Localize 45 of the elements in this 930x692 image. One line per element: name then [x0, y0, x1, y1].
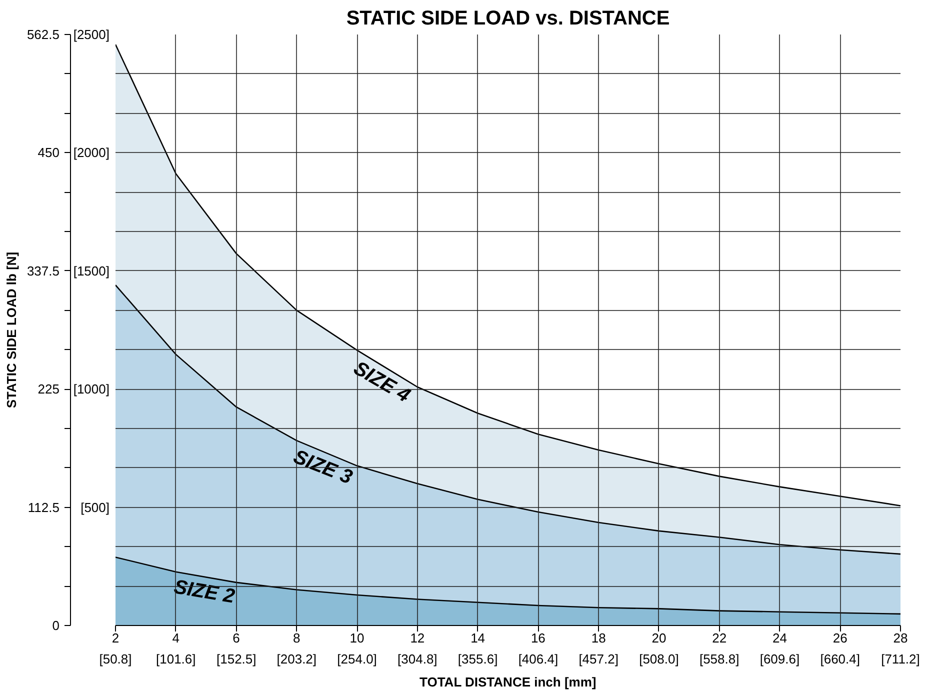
x2-tick-label: [457.2] [578, 652, 618, 666]
x2-tick-label: [304.8] [398, 652, 438, 666]
x-tick-label: 16 [530, 630, 546, 646]
x2-tick-label: [406.4] [518, 652, 558, 666]
x-tick-label: 4 [172, 630, 180, 646]
y-tick-label: 562.5 [26, 27, 60, 42]
x-tick-label: 22 [712, 630, 727, 646]
x-tick-label: 20 [652, 630, 666, 646]
x2-tick-label: [254.0] [337, 652, 377, 666]
series-label: SIZE 2 [172, 576, 236, 608]
x2-tick-label: [50.8] [99, 652, 132, 666]
x2-tick-label: [508.0] [639, 652, 679, 666]
y-tick-label: 337.5 [26, 263, 60, 278]
x-tick-label: 8 [293, 630, 300, 646]
x2-tick-label: [711.2] [881, 652, 920, 666]
x-tick-label: 26 [832, 630, 848, 646]
x-tick-label: 24 [772, 630, 787, 646]
x2-tick-label: [152.5] [216, 652, 256, 666]
x2-tick-label: [355.6] [458, 652, 498, 666]
series-label: SIZE 3 [290, 446, 356, 489]
x2-tick-label: [101.6] [156, 652, 196, 666]
y2-tick-label: [500] [80, 500, 110, 515]
x2-tick-label: [558.8] [699, 652, 740, 666]
y-tick-label: 112.5 [28, 500, 60, 515]
y-tick-label: 0 [52, 618, 60, 633]
y2-tick-label: [1500] [73, 263, 110, 278]
x2-tick-label: [609.6] [760, 652, 800, 666]
x-tick-label: 14 [470, 630, 486, 646]
x-tick-label: 28 [893, 630, 908, 646]
x-tick-label: 18 [591, 630, 606, 646]
y-axis-title: STATIC SIDE LOAD lb [N] [4, 252, 19, 408]
y-tick-label: 450 [38, 145, 60, 160]
y2-tick-label: [2500] [73, 27, 110, 42]
x-tick-label: 6 [232, 630, 240, 646]
x-tick-label: 10 [350, 630, 364, 646]
x-tick-label: 12 [410, 630, 425, 646]
x-tick-label: 2 [112, 630, 120, 646]
y2-tick-label: [2000] [73, 145, 110, 160]
series-label: SIZE 4 [350, 357, 414, 407]
y2-tick-label: [1000] [73, 382, 110, 397]
x-axis-title: TOTAL DISTANCE inch [mm] [420, 674, 596, 690]
chart-title: STATIC SIDE LOAD vs. DISTANCE [346, 8, 670, 30]
x2-tick-label: [660.4] [820, 652, 860, 666]
x2-tick-label: [203.2] [276, 652, 317, 666]
y-tick-label: 225 [38, 382, 60, 397]
